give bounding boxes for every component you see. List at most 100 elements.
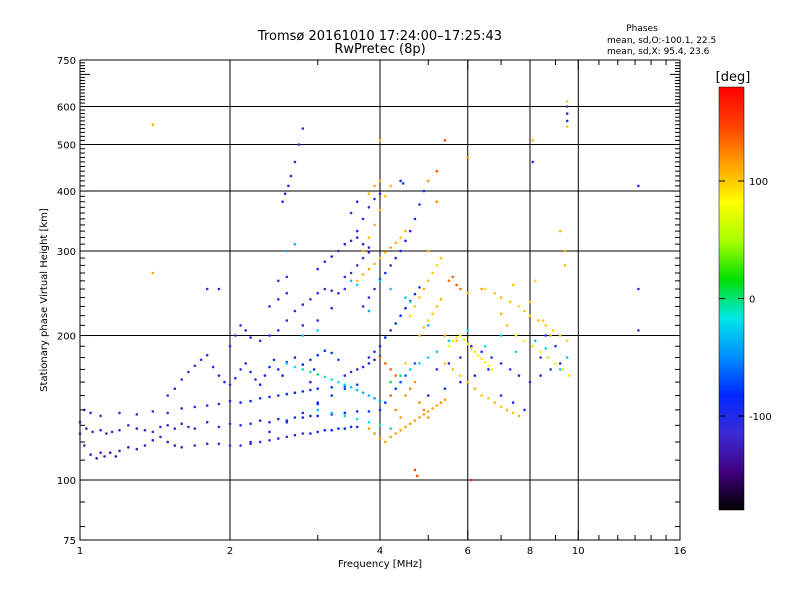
data-point	[99, 414, 102, 418]
data-point	[459, 356, 462, 359]
data-point	[309, 298, 312, 301]
data-point	[180, 378, 183, 381]
data-point	[399, 380, 402, 384]
data-point	[422, 408, 426, 412]
data-point	[563, 264, 567, 267]
data-point	[205, 420, 209, 424]
data-point	[285, 420, 289, 424]
data-point	[293, 242, 297, 246]
data-point	[159, 425, 162, 429]
data-point	[378, 399, 382, 403]
data-point	[349, 271, 353, 275]
data-point	[523, 408, 526, 412]
data-point	[404, 306, 407, 310]
data-point	[378, 437, 382, 440]
data-point	[466, 291, 470, 295]
data-point	[151, 439, 155, 442]
data-point	[373, 287, 376, 291]
data-point	[312, 368, 316, 371]
data-point	[544, 324, 547, 327]
data-point	[239, 368, 242, 371]
data-point	[301, 363, 305, 366]
data-point	[283, 192, 287, 195]
data-point	[330, 394, 334, 397]
data-point	[105, 432, 108, 435]
data-point	[389, 380, 392, 384]
data-point	[399, 179, 402, 183]
data-point	[490, 356, 493, 359]
data-point	[297, 143, 301, 146]
data-point	[483, 344, 487, 348]
data-point	[277, 394, 280, 397]
data-point	[384, 440, 387, 444]
data-point	[459, 287, 462, 291]
data-point	[217, 402, 221, 406]
data-point	[384, 251, 387, 254]
data-point	[285, 249, 289, 253]
data-point	[316, 387, 320, 391]
data-point	[499, 312, 503, 316]
y-tick-label: 750	[57, 56, 76, 67]
data-point	[539, 350, 542, 354]
data-point	[384, 271, 387, 275]
data-point	[239, 444, 242, 447]
data-point	[367, 251, 371, 254]
data-point	[451, 339, 455, 343]
data-point	[408, 422, 412, 426]
data-point	[490, 368, 493, 371]
data-point	[378, 192, 382, 195]
data-point	[435, 169, 439, 173]
data-point	[447, 339, 451, 343]
data-point	[258, 383, 262, 387]
data-point	[511, 401, 515, 404]
data-point	[293, 391, 297, 395]
data-point	[455, 339, 458, 343]
data-point	[473, 350, 477, 354]
x-tick-label: 10	[572, 546, 585, 557]
data-point	[394, 432, 398, 435]
data-point	[223, 380, 226, 384]
data-point	[234, 376, 237, 380]
data-point	[480, 287, 484, 291]
data-point	[499, 296, 503, 299]
data-point	[277, 279, 280, 283]
data-point	[118, 411, 121, 415]
data-point	[166, 394, 169, 397]
data-point	[316, 373, 320, 376]
data-point	[361, 242, 365, 246]
data-point	[239, 401, 242, 404]
data-point	[565, 339, 569, 343]
data-point	[413, 468, 417, 472]
data-point	[418, 416, 421, 419]
data-point	[558, 229, 562, 233]
data-point	[268, 305, 271, 308]
data-point	[378, 356, 382, 359]
data-point	[258, 397, 262, 400]
colorbar-label: [deg]	[716, 70, 751, 85]
data-point	[301, 368, 305, 371]
data-point	[435, 368, 439, 371]
data-point	[389, 287, 392, 291]
data-point	[399, 374, 402, 377]
data-point	[517, 414, 521, 418]
data-point	[384, 195, 387, 198]
data-point	[384, 401, 387, 404]
data-point	[193, 427, 197, 430]
data-point	[187, 425, 190, 429]
data-point	[531, 160, 534, 164]
data-point	[205, 404, 209, 407]
data-point	[285, 291, 289, 295]
data-point	[466, 342, 470, 346]
data-point	[234, 334, 237, 337]
data-point	[268, 334, 271, 337]
data-point	[205, 287, 209, 291]
y-tick-label: 75	[63, 536, 76, 547]
data-point	[565, 112, 569, 115]
data-point	[427, 249, 430, 253]
x-axis-label: Frequency [MHz]	[338, 559, 422, 570]
data-point	[301, 411, 305, 415]
phases-stats-label: Phases	[626, 24, 658, 34]
data-point	[435, 200, 439, 203]
data-point	[249, 399, 252, 403]
data-point	[268, 439, 271, 442]
